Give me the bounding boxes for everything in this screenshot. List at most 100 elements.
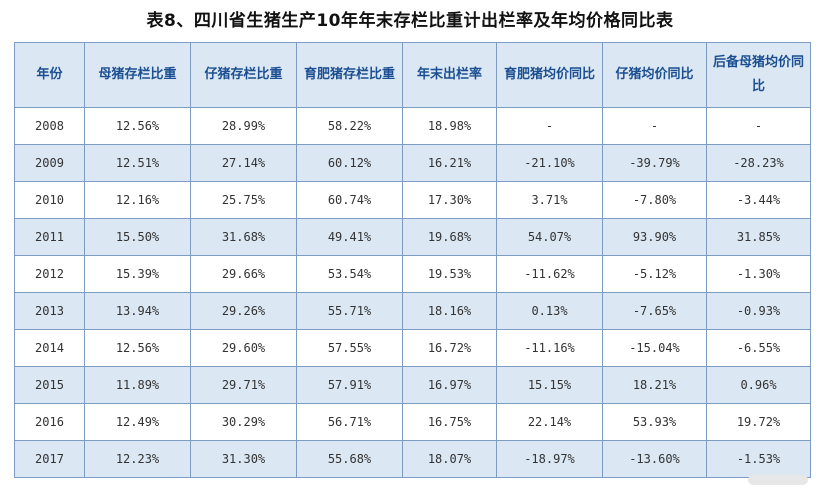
table-row: 2008 12.56% 28.99% 58.22% 18.98% - - - (14, 107, 811, 145)
value-cell: - (496, 107, 603, 145)
value-cell: 0.13% (496, 292, 603, 330)
value-cell: 12.56% (84, 107, 191, 145)
value-cell: 30.29% (190, 403, 297, 441)
value-cell: 12.16% (84, 181, 191, 219)
value-cell: 12.49% (84, 403, 191, 441)
year-cell: 2013 (14, 292, 85, 330)
table-row: 2017 12.23% 31.30% 55.68% 18.07% -18.97% -13.6… (14, 440, 811, 478)
value-cell: 27.14% (190, 144, 297, 182)
table-row: 2013 13.94% 29.26% 55.71% 18.16% 0.13% -7.65% -… (14, 292, 811, 330)
table-row: 2012 15.39% 29.66% 53.54% 19.53% -11.62% -5.12… (14, 255, 811, 293)
value-cell: 29.60% (190, 329, 297, 367)
value-cell: 16.21% (402, 144, 497, 182)
year-cell: 2012 (14, 255, 85, 293)
value-cell: 19.68% (402, 218, 497, 256)
value-cell: 54.07% (496, 218, 603, 256)
value-cell: -6.55% (706, 329, 811, 367)
table-title: 表8、四川省生猪生产10年年末存栏比重计出栏率及年均价格同比表 (146, 11, 674, 31)
value-cell: 22.14% (496, 403, 603, 441)
value-cell: -21.10% (496, 144, 603, 182)
header-slaughter-rate: 年末出栏率 (402, 42, 497, 108)
data-table: 年份 母猪存栏比重 仔猪存栏比重 育肥猪存栏比重 年末出栏率 育肥猪均价同比 仔… (14, 42, 811, 478)
value-cell: - (602, 107, 707, 145)
value-cell: -1.53% (706, 440, 811, 478)
value-cell: 18.16% (402, 292, 497, 330)
value-cell: 49.41% (296, 218, 403, 256)
value-cell: 19.53% (402, 255, 497, 293)
value-cell: 16.75% (402, 403, 497, 441)
value-cell: 31.85% (706, 218, 811, 256)
value-cell: 28.99% (190, 107, 297, 145)
value-cell: -7.80% (602, 181, 707, 219)
value-cell: 53.54% (296, 255, 403, 293)
table-row: 2016 12.49% 30.29% 56.71% 16.75% 22.14% 53.93%… (14, 403, 811, 441)
value-cell: -11.16% (496, 329, 603, 367)
year-cell: 2010 (14, 181, 85, 219)
value-cell: 93.90% (602, 218, 707, 256)
value-cell: 60.74% (296, 181, 403, 219)
value-cell: 18.98% (402, 107, 497, 145)
year-cell: 2009 (14, 144, 85, 182)
value-cell: 57.91% (296, 366, 403, 404)
value-cell: -28.23% (706, 144, 811, 182)
value-cell: -11.62% (496, 255, 603, 293)
value-cell: 60.12% (296, 144, 403, 182)
header-row: 年份 母猪存栏比重 仔猪存栏比重 育肥猪存栏比重 年末出栏率 育肥猪均价同比 仔… (14, 42, 811, 108)
value-cell: 11.89% (84, 366, 191, 404)
value-cell: -0.93% (706, 292, 811, 330)
year-cell: 2016 (14, 403, 85, 441)
value-cell: 15.50% (84, 218, 191, 256)
header-finisher-share: 育肥猪存栏比重 (296, 42, 403, 108)
value-cell: 29.66% (190, 255, 297, 293)
value-cell: 31.30% (190, 440, 297, 478)
value-cell: 0.96% (706, 366, 811, 404)
value-cell: 56.71% (296, 403, 403, 441)
header-year: 年份 (14, 42, 85, 108)
value-cell: 29.71% (190, 366, 297, 404)
value-cell: 57.55% (296, 329, 403, 367)
value-cell: 17.30% (402, 181, 497, 219)
watermark (748, 475, 808, 485)
value-cell: 31.68% (190, 218, 297, 256)
value-cell: 15.15% (496, 366, 603, 404)
value-cell: 25.75% (190, 181, 297, 219)
year-cell: 2008 (14, 107, 85, 145)
value-cell: -3.44% (706, 181, 811, 219)
value-cell: 29.26% (190, 292, 297, 330)
value-cell: 16.72% (402, 329, 497, 367)
value-cell: 12.23% (84, 440, 191, 478)
value-cell: -15.04% (602, 329, 707, 367)
value-cell: 18.07% (402, 440, 497, 478)
table-row: 2014 12.56% 29.60% 57.55% 16.72% -11.16% -15.0… (14, 329, 811, 367)
value-cell: -39.79% (602, 144, 707, 182)
year-cell: 2017 (14, 440, 85, 478)
year-cell: 2014 (14, 329, 85, 367)
table-row: 2011 15.50% 31.68% 49.41% 19.68% 54.07% 93.90%… (14, 218, 811, 256)
value-cell: - (706, 107, 811, 145)
value-cell: -18.97% (496, 440, 603, 478)
value-cell: 3.71% (496, 181, 603, 219)
header-sow-share: 母猪存栏比重 (84, 42, 191, 108)
year-cell: 2011 (14, 218, 85, 256)
table-row: 2015 11.89% 29.71% 57.91% 16.97% 15.15% 18.21%… (14, 366, 811, 404)
value-cell: -5.12% (602, 255, 707, 293)
header-gilt-price-yoy: 后备母猪均价同比 (706, 42, 811, 108)
value-cell: 55.68% (296, 440, 403, 478)
watermark-blur (748, 475, 808, 485)
table-row: 2010 12.16% 25.75% 60.74% 17.30% 3.71% -7.80% -… (14, 181, 811, 219)
value-cell: 15.39% (84, 255, 191, 293)
value-cell: 13.94% (84, 292, 191, 330)
value-cell: 19.72% (706, 403, 811, 441)
value-cell: 53.93% (602, 403, 707, 441)
value-cell: 16.97% (402, 366, 497, 404)
year-cell: 2015 (14, 366, 85, 404)
value-cell: 12.51% (84, 144, 191, 182)
value-cell: 18.21% (602, 366, 707, 404)
value-cell: -13.60% (602, 440, 707, 478)
value-cell: 58.22% (296, 107, 403, 145)
value-cell: 12.56% (84, 329, 191, 367)
header-finisher-price-yoy: 育肥猪均价同比 (496, 42, 603, 108)
header-piglet-share: 仔猪存栏比重 (190, 42, 297, 108)
header-piglet-price-yoy: 仔猪均价同比 (602, 42, 707, 108)
value-cell: 55.71% (296, 292, 403, 330)
